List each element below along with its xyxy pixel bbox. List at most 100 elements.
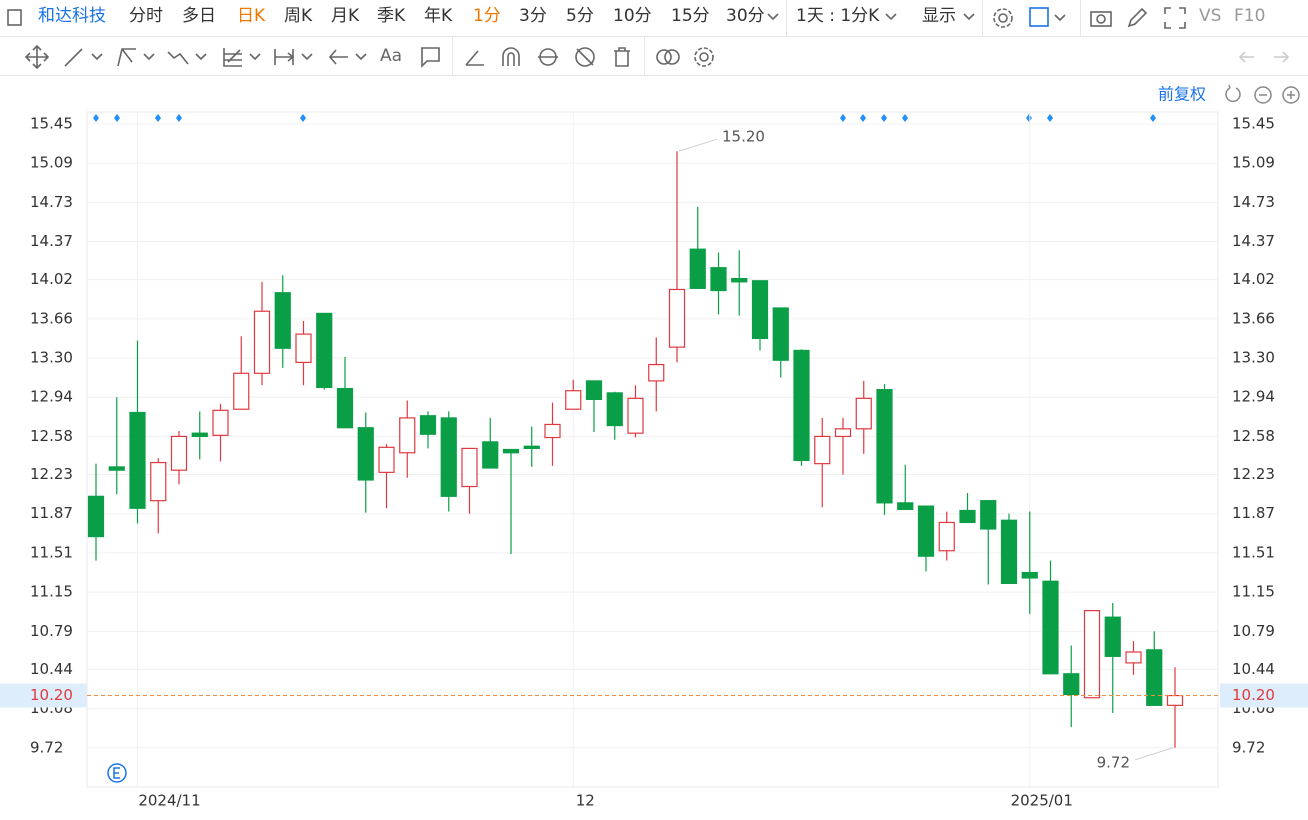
minute-tab[interactable]: 30分 — [726, 6, 765, 26]
adjust-mode[interactable]: 前复权 — [1158, 85, 1206, 104]
hide-tool[interactable] — [572, 44, 598, 70]
candle-body — [419, 415, 437, 435]
candle-body — [1146, 649, 1163, 706]
line-tool[interactable] — [62, 44, 106, 70]
y-tick-label: 14.73 — [30, 193, 73, 211]
period-tab[interactable]: 多日 — [182, 6, 216, 26]
candle-body — [1021, 571, 1038, 579]
last-price-bg-right — [1220, 683, 1308, 708]
separator — [452, 37, 453, 75]
magnet-tool[interactable] — [498, 44, 524, 70]
event-marker[interactable] — [176, 114, 182, 122]
candle-body — [710, 267, 727, 292]
e-icon[interactable] — [107, 763, 127, 783]
candle-body — [980, 500, 997, 530]
lock-tool[interactable] — [535, 44, 561, 70]
minute-tab[interactable]: 10分 — [613, 6, 652, 26]
settings-icon[interactable] — [990, 5, 1016, 31]
arrow-tool[interactable] — [326, 44, 370, 70]
zoom-controls[interactable] — [1225, 84, 1300, 104]
candles — [87, 151, 1184, 748]
compare-button[interactable]: VS — [1199, 6, 1222, 26]
y-tick-label: 10.79 — [30, 622, 73, 640]
max-label: 15.20 — [722, 128, 765, 146]
measure-tool[interactable] — [272, 44, 316, 70]
y-tick-label-right: 15.09 — [1232, 154, 1275, 172]
fullscreen-icon[interactable] — [1162, 5, 1188, 31]
reset-icon[interactable] — [1225, 84, 1241, 103]
event-marker[interactable] — [300, 114, 306, 122]
minute-tab[interactable]: 3分 — [519, 6, 547, 26]
display-select[interactable]: 显示 — [922, 6, 956, 26]
candle-body — [855, 397, 872, 430]
zoom-out[interactable] — [1254, 86, 1272, 104]
stock-name[interactable]: 和达科技 — [38, 6, 106, 26]
candle-body — [502, 448, 520, 454]
event-marker[interactable] — [155, 114, 161, 122]
drawing-toolbar — [0, 37, 1308, 76]
candle-body — [606, 392, 623, 427]
overlay-tool[interactable] — [654, 44, 682, 70]
text-tool[interactable]: Aa — [380, 46, 403, 66]
last-price-label-right: 10.20 — [1232, 686, 1275, 704]
move-icon[interactable] — [24, 44, 50, 70]
period-tab[interactable]: 分时 — [129, 6, 163, 26]
grid-tool[interactable] — [220, 44, 264, 70]
y-tick-label: 10.44 — [30, 660, 73, 678]
wave-tool[interactable] — [166, 44, 210, 70]
zoom-in[interactable] — [1282, 86, 1300, 104]
event-marker[interactable] — [1047, 114, 1053, 122]
f10-button[interactable]: F10 — [1234, 6, 1266, 26]
tool-settings[interactable] — [691, 44, 717, 70]
y-tick-label-right: 11.51 — [1232, 543, 1275, 561]
event-marker[interactable] — [840, 114, 846, 122]
y-tick-label: 15.45 — [30, 114, 73, 132]
candle-body — [565, 390, 582, 410]
period-tab[interactable]: 周K — [284, 6, 313, 26]
period-tab[interactable]: 年K — [424, 6, 453, 26]
y-tick-label: 12.58 — [30, 427, 73, 445]
camera-icon[interactable] — [1088, 5, 1114, 31]
pen-icon[interactable] — [1124, 5, 1150, 31]
y-tick-label-right: 9.72 — [1232, 738, 1265, 756]
minute-tab[interactable]: 15分 — [671, 6, 710, 26]
last-price-bg — [0, 683, 87, 708]
separator — [982, 0, 983, 36]
y-tick-label-right: 10.44 — [1232, 660, 1275, 678]
candle-body — [378, 446, 395, 473]
y-tick-label: 13.66 — [30, 309, 73, 327]
period-tab[interactable]: 月K — [331, 6, 360, 26]
y-tick-label-right: 14.73 — [1232, 193, 1275, 211]
separator — [786, 0, 787, 36]
candle-body — [917, 505, 935, 557]
period-tab[interactable]: 日K — [237, 6, 266, 26]
interval-select[interactable]: 1天 : 1分K — [796, 6, 880, 26]
note-tool[interactable] — [417, 44, 443, 70]
candle-body — [793, 349, 810, 461]
delete-tool[interactable] — [609, 44, 635, 70]
angle-tool[interactable] — [462, 44, 488, 70]
minute-tab[interactable]: 1分 — [473, 6, 501, 26]
candle-body — [523, 445, 540, 450]
menu-icon[interactable] — [6, 8, 24, 28]
candle-body — [648, 363, 665, 382]
y-tick-label-right: 13.30 — [1232, 349, 1275, 367]
event-marker[interactable] — [93, 114, 99, 122]
undo-redo[interactable] — [1236, 44, 1296, 70]
event-marker[interactable] — [881, 114, 887, 122]
minute-tab[interactable]: 5分 — [566, 6, 594, 26]
shape-icon[interactable] — [1028, 6, 1072, 30]
event-marker[interactable] — [1150, 114, 1156, 122]
candle-body — [585, 380, 603, 401]
event-marker[interactable] — [114, 114, 120, 122]
candle-body — [357, 427, 374, 481]
channel-tool[interactable] — [114, 44, 158, 70]
candle-body — [253, 310, 271, 374]
event-marker[interactable] — [860, 114, 866, 122]
event-marker[interactable] — [902, 114, 908, 122]
y-tick-label: 14.37 — [30, 232, 73, 250]
event-marker[interactable] — [1026, 114, 1032, 122]
y-tick-label-right: 15.45 — [1232, 114, 1275, 132]
y-tick-label: 12.94 — [30, 388, 73, 406]
period-tab[interactable]: 季K — [377, 6, 406, 26]
